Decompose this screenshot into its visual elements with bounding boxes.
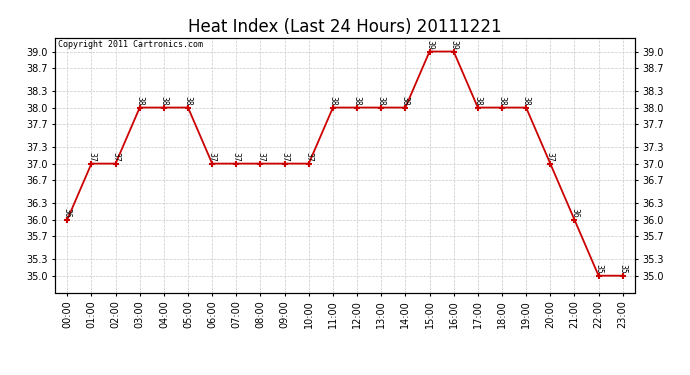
Text: 38: 38 xyxy=(401,96,410,105)
Text: 38: 38 xyxy=(159,96,168,105)
Text: 39: 39 xyxy=(449,39,458,49)
Text: 37: 37 xyxy=(111,152,120,161)
Text: 37: 37 xyxy=(546,152,555,161)
Text: 37: 37 xyxy=(304,152,313,161)
Text: 36: 36 xyxy=(63,208,72,218)
Text: 36: 36 xyxy=(570,208,579,218)
Text: 37: 37 xyxy=(87,152,96,161)
Text: Copyright 2011 Cartronics.com: Copyright 2011 Cartronics.com xyxy=(58,40,203,49)
Text: 38: 38 xyxy=(473,96,482,105)
Text: 37: 37 xyxy=(208,152,217,161)
Text: 38: 38 xyxy=(522,96,531,105)
Text: 35: 35 xyxy=(618,264,627,273)
Text: 39: 39 xyxy=(425,39,434,49)
Text: 38: 38 xyxy=(328,96,337,105)
Text: 37: 37 xyxy=(232,152,241,161)
Text: 38: 38 xyxy=(184,96,193,105)
Text: 38: 38 xyxy=(353,96,362,105)
Text: 37: 37 xyxy=(280,152,289,161)
Text: 38: 38 xyxy=(135,96,144,105)
Text: 38: 38 xyxy=(497,96,506,105)
Title: Heat Index (Last 24 Hours) 20111221: Heat Index (Last 24 Hours) 20111221 xyxy=(188,18,502,36)
Text: 35: 35 xyxy=(594,264,603,273)
Text: 37: 37 xyxy=(256,152,265,161)
Text: 38: 38 xyxy=(377,96,386,105)
